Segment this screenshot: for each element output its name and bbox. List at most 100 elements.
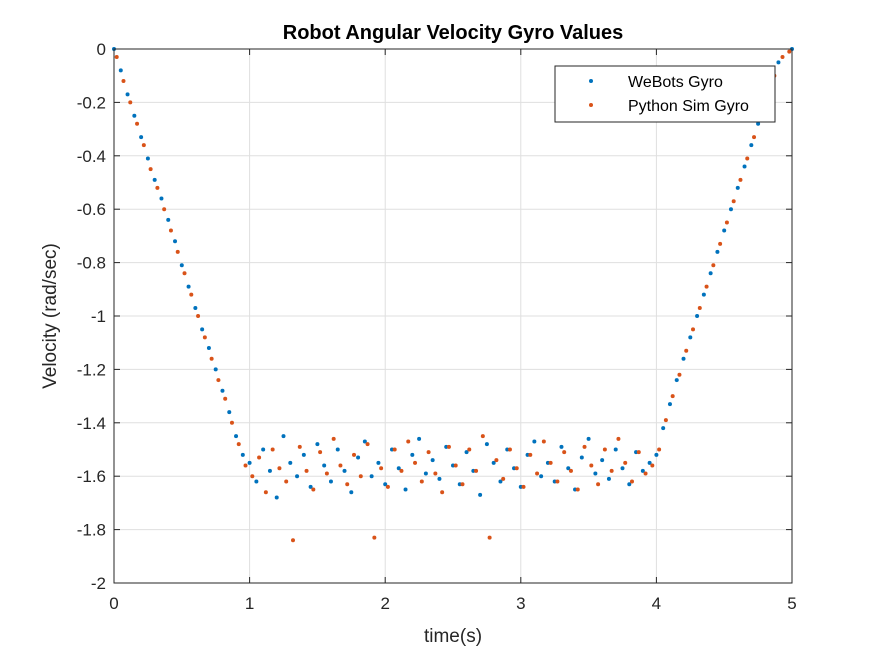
python-sim-gyro-point xyxy=(433,471,438,476)
webots-gyro-point xyxy=(356,455,361,460)
legend-entry-webots: WeBots Gyro xyxy=(628,74,723,91)
webots-gyro-point xyxy=(288,460,293,465)
webots-gyro-point xyxy=(627,482,632,487)
webots-gyro-point xyxy=(478,492,483,497)
webots-gyro-point xyxy=(335,447,340,452)
python-sim-gyro-point xyxy=(345,482,350,487)
python-sim-gyro-point xyxy=(257,455,262,460)
webots-gyro-point xyxy=(715,249,720,254)
webots-gyro-point xyxy=(593,471,598,476)
webots-gyro-point xyxy=(430,458,435,463)
y-tick-label: -0.2 xyxy=(77,93,106,112)
webots-gyro-point xyxy=(749,143,754,148)
x-tick-label: 3 xyxy=(516,594,525,613)
python-sim-gyro-point xyxy=(575,487,580,492)
webots-gyro-point xyxy=(132,113,137,118)
python-sim-gyro-point xyxy=(691,327,696,332)
webots-gyro-point xyxy=(342,468,347,473)
webots-gyro-point xyxy=(410,452,415,457)
python-sim-gyro-point xyxy=(243,463,248,468)
python-sim-gyro-point xyxy=(135,121,140,126)
python-sim-gyro-point xyxy=(555,479,560,484)
python-sim-gyro-point xyxy=(548,460,553,465)
python-sim-gyro-point xyxy=(514,466,519,471)
webots-gyro-point xyxy=(735,185,740,190)
python-sim-gyro-point xyxy=(413,460,418,465)
webots-gyro-point xyxy=(200,327,205,332)
webots-gyro-point xyxy=(220,388,225,393)
python-sim-gyro-point xyxy=(535,471,540,476)
python-sim-gyro-point xyxy=(284,479,289,484)
scatter-points xyxy=(112,47,794,543)
python-sim-gyro-point xyxy=(787,49,792,54)
webots-gyro-point xyxy=(756,121,761,126)
webots-gyro-point xyxy=(328,479,333,484)
python-sim-gyro-point xyxy=(223,396,228,401)
y-axis-label: Velocity (rad/sec) xyxy=(40,243,61,389)
webots-gyro-point xyxy=(613,447,618,452)
webots-gyro-point xyxy=(566,466,571,471)
webots-gyro-point xyxy=(620,466,625,471)
legend-marker-python xyxy=(589,103,593,107)
python-sim-gyro-point xyxy=(528,452,533,457)
y-tick-label: -0.4 xyxy=(77,147,106,166)
webots-gyro-point xyxy=(139,135,144,140)
webots-gyro-point xyxy=(315,442,320,447)
webots-gyro-point xyxy=(247,460,252,465)
legend: WeBots Gyro Python Sim Gyro xyxy=(554,65,776,123)
python-sim-gyro-point xyxy=(128,100,133,105)
python-sim-gyro-point xyxy=(121,79,126,84)
python-sim-gyro-point xyxy=(582,444,587,449)
python-sim-gyro-point xyxy=(609,468,614,473)
python-sim-gyro-point xyxy=(724,220,729,225)
legend-marker-webots xyxy=(589,79,593,83)
python-sim-gyro-point xyxy=(562,450,567,455)
python-sim-gyro-point xyxy=(623,460,628,465)
webots-gyro-point xyxy=(206,346,211,351)
webots-gyro-point xyxy=(179,263,184,268)
webots-gyro-point xyxy=(308,484,313,489)
python-sim-gyro-point xyxy=(616,436,621,441)
python-sim-gyro-point xyxy=(568,468,573,473)
chart-title: Robot Angular Velocity Gyro Values xyxy=(283,22,623,44)
python-sim-gyro-point xyxy=(494,458,499,463)
webots-gyro-point xyxy=(742,164,747,169)
python-sim-gyro-point xyxy=(697,305,702,310)
webots-gyro-point xyxy=(539,474,544,479)
python-sim-gyro-point xyxy=(372,535,377,540)
webots-gyro-point xyxy=(403,487,408,492)
python-sim-gyro-point xyxy=(168,228,173,233)
y-tick-label: -1.4 xyxy=(77,414,106,433)
webots-gyro-point xyxy=(281,434,286,439)
python-sim-gyro-point xyxy=(453,463,458,468)
webots-gyro-point xyxy=(484,442,489,447)
webots-gyro-point xyxy=(728,207,733,212)
python-sim-gyro-point xyxy=(731,199,736,204)
webots-gyro-point xyxy=(586,436,591,441)
python-sim-gyro-point xyxy=(270,447,275,452)
python-sim-gyro-point xyxy=(318,450,323,455)
python-sim-gyro-point xyxy=(155,185,160,190)
python-sim-gyro-point xyxy=(216,378,221,383)
webots-gyro-point xyxy=(383,482,388,487)
webots-gyro-point xyxy=(417,436,422,441)
webots-gyro-point xyxy=(166,217,171,222)
y-tick-label: -1.8 xyxy=(77,521,106,540)
python-sim-gyro-point xyxy=(745,156,750,161)
python-sim-gyro-point xyxy=(114,55,119,60)
python-sim-gyro-point xyxy=(596,482,601,487)
webots-gyro-point xyxy=(267,468,272,473)
webots-gyro-point xyxy=(464,450,469,455)
y-tick-label: -1.2 xyxy=(77,360,106,379)
webots-gyro-point xyxy=(159,196,164,201)
axis-ticks: 0 1 2 3 4 5 0 -0.2 -0.4 -0.6 -0.8 -1 -1.2 -1.4 -1.6 -1.… xyxy=(77,40,797,613)
python-sim-gyro-point xyxy=(311,487,316,492)
python-sim-gyro-point xyxy=(541,439,546,444)
y-tick-label: 0 xyxy=(97,40,106,59)
webots-gyro-point xyxy=(647,460,652,465)
webots-gyro-point xyxy=(322,463,327,468)
x-axis-label: time(s) xyxy=(424,626,482,647)
webots-gyro-point xyxy=(776,60,781,65)
python-sim-gyro-point xyxy=(182,271,187,276)
